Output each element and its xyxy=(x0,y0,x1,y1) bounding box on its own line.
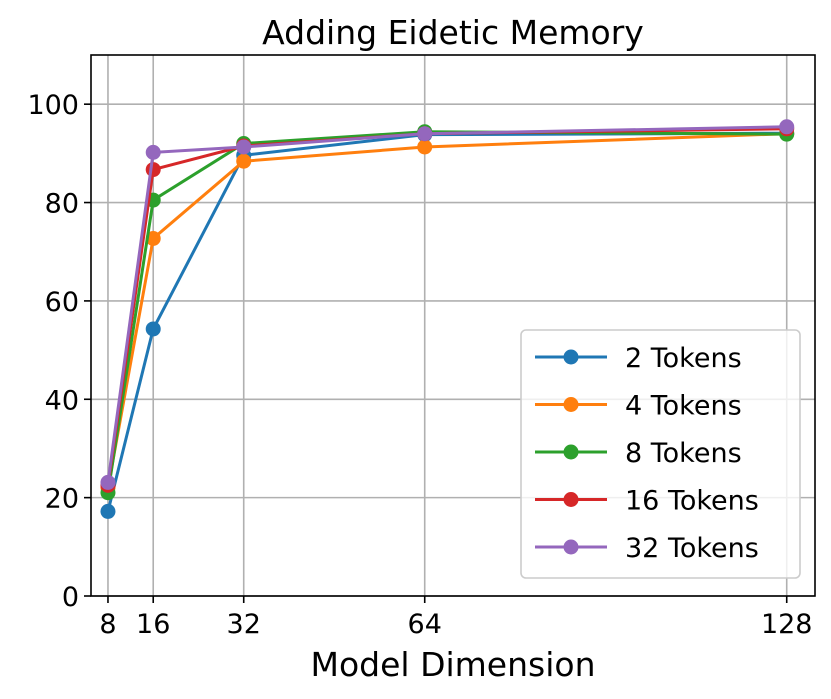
data-point xyxy=(145,230,161,246)
y-tick-label: 100 xyxy=(27,90,79,121)
legend-label: 32 Tokens xyxy=(625,533,759,564)
legend-marker xyxy=(563,492,579,507)
data-point xyxy=(417,139,433,155)
data-point xyxy=(779,119,795,135)
legend-item: 4 Tokens xyxy=(535,391,742,422)
x-tick-label: 32 xyxy=(227,609,261,640)
data-point xyxy=(236,139,252,155)
legend: 2 Tokens 4 Tokens 8 Tokens 16 Tokens 32 Toke… xyxy=(520,329,801,579)
y-tick-label: 60 xyxy=(45,287,79,318)
legend-label: 8 Tokens xyxy=(625,438,742,469)
x-axis-label: Model Dimension xyxy=(311,645,596,684)
y-tick-label: 0 xyxy=(62,582,79,613)
chart-title: Adding Eidetic Memory xyxy=(262,13,644,52)
data-point xyxy=(145,162,161,178)
data-point xyxy=(236,153,252,169)
data-point xyxy=(100,503,116,519)
legend-label: 2 Tokens xyxy=(625,343,742,374)
data-point xyxy=(100,474,116,490)
x-tick-label: 64 xyxy=(408,609,442,640)
data-point xyxy=(145,321,161,337)
legend-marker xyxy=(563,349,579,365)
legend-item: 2 Tokens xyxy=(535,343,742,374)
axis-ticks: 8 16 32 64 128 0 20 40 60 80 100 xyxy=(27,90,812,640)
data-series xyxy=(100,119,795,519)
y-tick-label: 40 xyxy=(45,385,79,416)
legend-label: 16 Tokens xyxy=(625,486,759,517)
legend-item: 32 Tokens xyxy=(535,533,759,564)
legend-marker xyxy=(563,444,579,460)
legend-item: 16 Tokens xyxy=(535,486,759,517)
y-tick-label: 20 xyxy=(45,484,79,515)
x-tick-label: 16 xyxy=(136,609,170,640)
legend-marker xyxy=(563,397,579,412)
legend-item: 8 Tokens xyxy=(535,438,742,469)
legend-label: 4 Tokens xyxy=(625,391,742,422)
data-point xyxy=(145,144,161,160)
series-5 xyxy=(100,119,795,490)
data-point xyxy=(417,126,433,142)
legend-marker xyxy=(563,539,579,555)
x-tick-label: 128 xyxy=(761,609,813,640)
legend-box xyxy=(520,329,801,579)
x-tick-label: 8 xyxy=(99,609,116,640)
plot-area-frame xyxy=(90,54,816,597)
y-tick-label: 80 xyxy=(45,189,79,220)
